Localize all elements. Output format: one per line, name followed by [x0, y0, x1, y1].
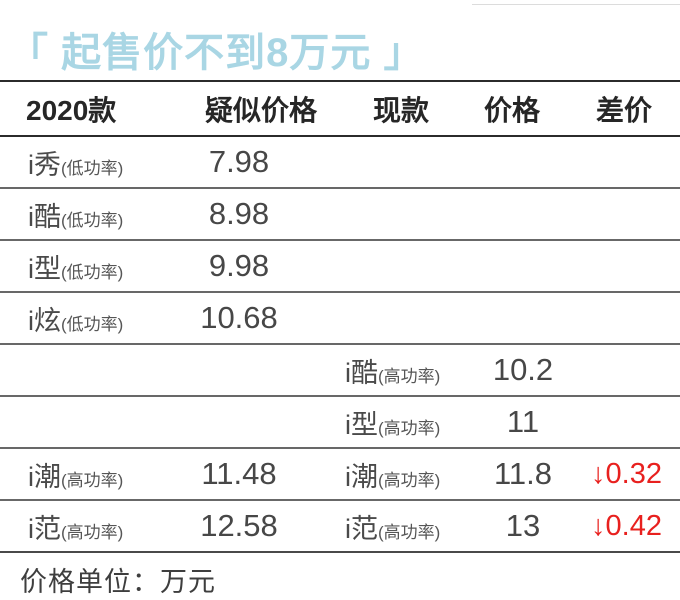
trim-power-label: (高功率)	[378, 522, 441, 542]
price-comparison-table: 2020款 疑似价格 现款 价格 差价 i秀(低功率) 7.98 i酷(低功率)…	[0, 80, 680, 553]
trim-name: i炫	[28, 305, 61, 336]
trim-name: i型	[345, 409, 378, 440]
trim-power-label: (低功率)	[61, 262, 124, 282]
header-price: 价格	[483, 94, 540, 126]
table-row: i型(低功率) 9.98	[0, 241, 680, 293]
trim-name: i范	[345, 513, 378, 544]
trim-name-new: i秀(低功率)	[26, 143, 176, 182]
trim-power-label: (低功率)	[61, 210, 124, 230]
trim-name: i潮	[28, 461, 61, 492]
trim-name-current: i范(高功率)	[338, 507, 473, 546]
expected-price-value: 11.48	[201, 456, 277, 491]
top-divider-line	[472, 4, 680, 5]
expected-price-value: 10.68	[200, 300, 278, 335]
trim-name-current: i酷(高功率)	[338, 351, 473, 390]
trim-name-new: i潮(高功率)	[26, 455, 176, 494]
trim-power-label: (高功率)	[378, 470, 441, 490]
header-current-model: 现款	[372, 94, 429, 126]
price-diff-value: ↓0.32	[591, 457, 662, 490]
trim-power-label: (高功率)	[61, 470, 124, 490]
table-row: i酷(高功率) 10.2	[0, 345, 680, 397]
table-header-row: 2020款 疑似价格 现款 价格 差价	[0, 80, 680, 137]
table-row: i型(高功率) 11	[0, 397, 680, 449]
table-row: i潮(高功率) 11.48 i潮(高功率) 11.8 ↓0.32	[0, 449, 680, 501]
trim-name-current: i潮(高功率)	[338, 455, 473, 494]
current-price-value: 11	[506, 404, 540, 439]
expected-price-value: 8.98	[208, 196, 270, 231]
table-row: i秀(低功率) 7.98	[0, 137, 680, 189]
trim-name: i范	[28, 513, 61, 544]
trim-power-label: (低功率)	[61, 314, 124, 334]
price-diff-value: ↓0.42	[591, 509, 662, 542]
current-price-value: 10.2	[492, 352, 554, 387]
trim-name: i潮	[345, 461, 378, 492]
trim-power-label: (低功率)	[61, 158, 124, 178]
table-row: i范(高功率) 12.58 i范(高功率) 13 ↓0.42	[0, 501, 680, 553]
page-title: 「 起售价不到8万元 」	[8, 31, 425, 75]
price-unit-note: 价格单位：万元	[20, 567, 216, 597]
table-row: i酷(低功率) 8.98	[0, 189, 680, 241]
trim-name: i秀	[28, 149, 61, 180]
trim-name: i酷	[28, 201, 61, 232]
trim-name-new: i范(高功率)	[26, 507, 176, 546]
expected-price-value: 12.58	[200, 508, 278, 543]
header-expected-price: 疑似价格	[204, 94, 317, 126]
header-model-2020: 2020款	[26, 94, 117, 126]
expected-price-value: 9.98	[208, 248, 270, 283]
trim-name: i酷	[345, 357, 378, 388]
trim-name-current: i型(高功率)	[338, 403, 473, 442]
trim-power-label: (高功率)	[378, 366, 441, 386]
current-price-value: 11.8	[493, 456, 553, 491]
trim-name-new: i炫(低功率)	[26, 299, 176, 338]
trim-power-label: (高功率)	[378, 418, 441, 438]
trim-power-label: (高功率)	[61, 522, 124, 542]
trim-name: i型	[28, 253, 61, 284]
trim-name-new: i型(低功率)	[26, 247, 176, 286]
current-price-value: 13	[505, 508, 541, 543]
trim-name-new: i酷(低功率)	[26, 195, 176, 234]
expected-price-value: 7.98	[208, 144, 270, 179]
table-row: i炫(低功率) 10.68	[0, 293, 680, 345]
header-diff: 差价	[595, 94, 652, 126]
